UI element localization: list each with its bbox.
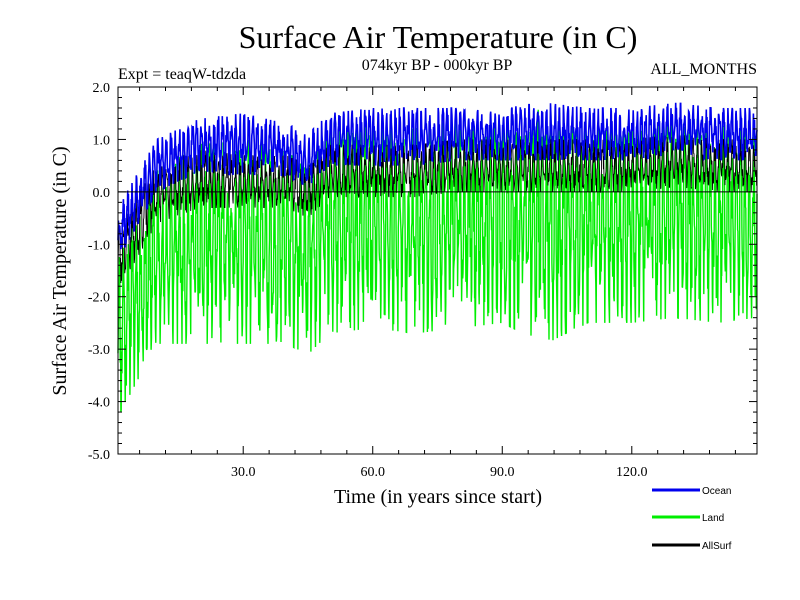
- series-line-ocean: [117, 102, 758, 250]
- y-tick-label: -1.0: [88, 238, 110, 253]
- legend-label-land: Land: [702, 513, 724, 524]
- legend-label-allsurf: AllSurf: [702, 541, 732, 552]
- y-tick-label: 0.0: [93, 186, 111, 201]
- y-tick-labels: -5.0 -4.0 -3.0 -2.0 -1.0 0.0 1.0 2.0: [88, 81, 110, 463]
- legend-label-ocean: Ocean: [702, 486, 731, 497]
- x-axis-label: Time (in years since start): [334, 486, 542, 508]
- y-tick-label: -4.0: [88, 396, 110, 411]
- y-axis-label: Surface Air Temperature (in C): [49, 146, 71, 395]
- series-line-allsurf: [117, 135, 758, 284]
- x-tick-label: 90.0: [490, 465, 515, 480]
- x-tick-label: 120.0: [616, 465, 648, 480]
- y-tick-label: -3.0: [88, 343, 110, 358]
- season-label: ALL_MONTHS: [650, 61, 757, 78]
- chart-subtitle: 074kyr BP - 000kyr BP: [362, 57, 513, 74]
- y-tick-label: -2.0: [88, 291, 110, 306]
- chart-title: Surface Air Temperature (in C): [239, 19, 638, 55]
- legend: Ocean Land AllSurf: [652, 486, 732, 552]
- plot-area: [117, 86, 758, 455]
- plot-frame: [117, 86, 758, 455]
- series-layer: [117, 102, 758, 413]
- y-tick-label: 2.0: [93, 81, 111, 96]
- y-tick-label: 1.0: [93, 133, 111, 148]
- y-tick-label: -5.0: [88, 448, 110, 463]
- experiment-label: Expt = teaqW-tdzda: [118, 66, 246, 83]
- axis-ticks: [118, 86, 757, 455]
- x-tick-label: 60.0: [360, 465, 385, 480]
- x-tick-label: 30.0: [231, 465, 256, 480]
- x-tick-labels: 30.0 60.0 90.0 120.0: [231, 465, 648, 480]
